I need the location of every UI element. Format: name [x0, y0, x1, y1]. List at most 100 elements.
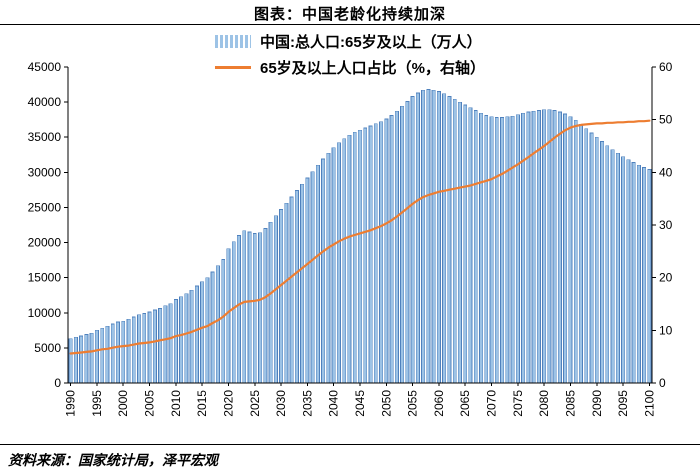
bar [152, 309, 157, 384]
bar [263, 228, 268, 384]
bar [226, 248, 231, 384]
bar [242, 230, 247, 384]
bar [615, 153, 620, 384]
right-axis-tick-label: 20 [659, 271, 673, 285]
legend-bars-label: 中国:总人口:65岁及以上（万人） [259, 34, 482, 51]
left-axis-tick-label: 20000 [28, 236, 62, 250]
bar [642, 167, 647, 384]
x-axis-tick-label: 2030 [274, 390, 288, 417]
right-axis-tick-label: 0 [659, 376, 666, 390]
bar [289, 196, 294, 384]
bar [158, 308, 163, 384]
bar [579, 124, 583, 384]
bar [405, 101, 410, 384]
x-axis-tick-label: 2100 [642, 390, 656, 417]
bar [415, 92, 420, 384]
bar [484, 115, 489, 384]
x-axis-tick-label: 2025 [248, 390, 262, 417]
bar [494, 117, 499, 384]
bar [79, 335, 84, 384]
title-divider [0, 24, 700, 25]
bar [647, 169, 652, 384]
bar [636, 164, 641, 384]
right-axis-tick-label: 40 [659, 165, 673, 179]
bar [294, 190, 299, 384]
x-axis-tick-label: 1990 [64, 390, 78, 417]
bar-series-swatch [214, 35, 251, 48]
x-axis-tick-label: 2060 [432, 390, 446, 417]
bar [189, 289, 194, 384]
left-axis-tick-label: 10000 [28, 306, 62, 320]
bar [463, 104, 468, 384]
x-axis-tick-label: 2095 [616, 390, 630, 417]
x-axis-tick-label: 2050 [379, 390, 393, 417]
bar [252, 233, 257, 384]
left-axis-tick-label: 45000 [28, 60, 62, 74]
bar [542, 109, 547, 384]
bar [384, 118, 389, 384]
x-axis-tick-label: 2040 [327, 390, 341, 417]
left-axis-tick-label: 30000 [28, 165, 62, 179]
bar [347, 134, 352, 384]
bar [231, 241, 236, 384]
x-axis-tick-label: 2035 [300, 390, 314, 417]
bar [363, 127, 368, 384]
bar [321, 158, 326, 384]
x-axis-tick-label: 2000 [116, 390, 130, 417]
bar [110, 323, 115, 384]
bar [547, 109, 552, 384]
bar [221, 259, 226, 384]
bar [116, 321, 120, 384]
bar [589, 132, 594, 384]
bar [584, 128, 589, 384]
bar [305, 177, 310, 384]
bar [515, 114, 520, 384]
bar [173, 299, 178, 384]
legend-item-bars: 中国:总人口:65岁及以上（万人） [214, 31, 485, 52]
bar [205, 277, 210, 384]
bar [216, 265, 220, 384]
bar [94, 329, 99, 384]
bar [352, 131, 357, 384]
bar [521, 112, 526, 384]
bar [73, 337, 78, 384]
bar [310, 171, 315, 384]
bar [563, 113, 568, 384]
x-axis-tick-label: 2080 [537, 390, 551, 417]
bar [500, 117, 505, 384]
x-axis-tick-label: 2085 [564, 390, 578, 417]
bar [368, 125, 373, 384]
bar [258, 232, 262, 384]
x-axis-tick-label: 2070 [485, 390, 499, 417]
left-axis-tick-label: 15000 [28, 271, 62, 285]
bar [594, 136, 599, 384]
bar [400, 105, 405, 384]
bar [68, 338, 73, 384]
bar [300, 183, 305, 384]
x-axis-tick-label: 2045 [353, 390, 367, 417]
bar [200, 281, 205, 384]
x-axis-tick-label: 2020 [222, 390, 236, 417]
bar [621, 156, 626, 384]
x-axis-tick-label: 2090 [590, 390, 604, 417]
source-note: 资料来源：国家统计局，泽平宏观 [8, 454, 218, 469]
bar [557, 111, 562, 384]
bar [194, 285, 199, 384]
bar [163, 305, 168, 384]
bar [473, 110, 478, 384]
bar [84, 334, 89, 384]
right-axis-tick-label: 10 [659, 323, 673, 337]
bar [89, 332, 94, 384]
bar [142, 313, 147, 384]
bar [410, 96, 415, 384]
bar [479, 112, 483, 384]
bar [184, 293, 189, 384]
left-axis-tick-label: 35000 [28, 130, 62, 144]
bar [447, 96, 452, 384]
bar [426, 89, 431, 384]
bar [331, 147, 336, 384]
legend-item-line: 65岁及以上人口占比（%，右轴） [214, 57, 485, 78]
bar [458, 101, 462, 384]
bar [105, 325, 110, 384]
